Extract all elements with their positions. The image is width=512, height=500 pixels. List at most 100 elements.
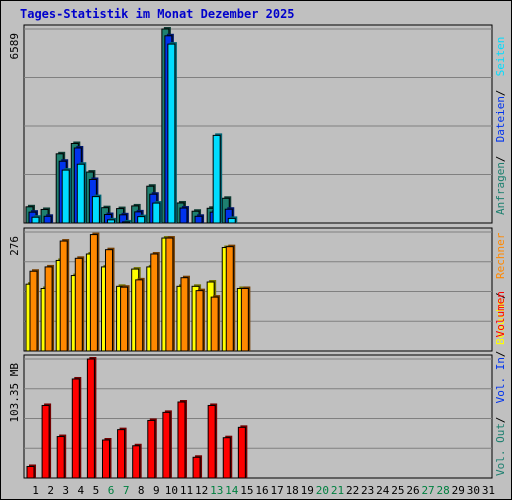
x-tick-label-day-9: 9	[153, 484, 160, 497]
bar-rechner-8	[135, 277, 145, 352]
bar-seiten-10-face	[167, 43, 176, 224]
x-tick-label-day-11: 11	[180, 484, 193, 497]
x-tick-label-day-6: 6	[108, 484, 115, 497]
x-tick-label-day-17: 17	[270, 484, 283, 497]
bar-volumen-9-face	[147, 419, 156, 479]
legend-item-vol-out: Vol. Out	[494, 423, 507, 476]
bar-volumen-2	[41, 403, 52, 479]
bar-seiten-5	[91, 194, 102, 224]
bar-rechner-3	[59, 239, 70, 352]
bar-volumen-10-face	[162, 411, 171, 479]
bar-rechner-5	[89, 232, 100, 352]
x-tick-label-day-27: 27	[421, 484, 434, 497]
legend-item-rechner: Rechner	[494, 232, 507, 279]
bar-seiten-1-face	[31, 216, 40, 224]
bar-dateien-2	[43, 214, 54, 224]
bar-volumen-1	[26, 464, 36, 479]
bar-rechner-10-face	[165, 237, 174, 352]
bar-rechner-15-face	[240, 287, 249, 352]
bar-volumen-8-face	[132, 445, 141, 479]
x-tick-label-day-20: 20	[316, 484, 329, 497]
bar-rechner-11	[180, 275, 190, 352]
bar-seiten-3	[61, 168, 72, 224]
bar-rechner-1	[29, 269, 39, 352]
bar-volumen-11-face	[177, 401, 186, 479]
bar-volumen-1-face	[26, 465, 35, 479]
x-tick-label-day-18: 18	[286, 484, 299, 497]
bar-rechner-11-face	[180, 277, 189, 352]
y-max-label-bottom: 103.35 MB	[8, 363, 21, 423]
gridlines-top	[24, 28, 492, 175]
bar-rechner-12	[195, 288, 206, 352]
plot-area-top	[23, 24, 493, 224]
bar-seiten-13	[212, 133, 223, 224]
x-tick-label-day-14: 14	[225, 484, 239, 497]
legend-middle: Besuche / Rechner	[494, 232, 507, 345]
legend-separator: /	[494, 156, 507, 163]
bar-rechner-9-face	[150, 253, 159, 352]
bar-rechner-6-face	[104, 249, 113, 352]
bar-seiten-14	[227, 216, 238, 224]
bar-seiten-8	[137, 214, 147, 224]
bar-volumen-6	[101, 438, 112, 479]
bar-seiten-9-face	[152, 202, 161, 224]
bar-rechner-7	[120, 285, 130, 352]
bar-volumen-11	[177, 400, 187, 479]
x-tick-label-day-15: 15	[240, 484, 253, 497]
bar-volumen-15	[237, 425, 248, 479]
bar-volumen-7-face	[117, 429, 126, 479]
bar-rechner-2-face	[44, 266, 53, 352]
legend-separator: /	[494, 90, 507, 97]
bar-rechner-14	[225, 244, 236, 352]
x-tick-label-day-26: 26	[406, 484, 419, 497]
legend-bottom: Vol. Out / Vol. In / Volumen	[494, 291, 507, 476]
bar-seiten-5-face	[91, 196, 100, 224]
x-tick-label-day-31: 31	[482, 484, 495, 497]
x-tick-label-day-24: 24	[376, 484, 390, 497]
bar-volumen-4-face	[71, 378, 80, 479]
bar-seiten-13-face	[212, 134, 221, 224]
bar-rechner-8-face	[135, 279, 144, 352]
legend-item-volumen: Volumen	[494, 291, 507, 337]
bar-dateien-2-face	[43, 215, 52, 224]
x-tick-label-day-3: 3	[62, 484, 69, 497]
x-tick-label-day-12: 12	[195, 484, 208, 497]
x-tick-label-day-22: 22	[346, 484, 359, 497]
bar-rechner-9	[150, 251, 160, 352]
x-tick-label-day-25: 25	[391, 484, 404, 497]
bar-dateien-12-face	[194, 215, 203, 224]
bar-dateien-11-face	[179, 207, 188, 224]
bar-rechner-1-face	[29, 270, 38, 352]
x-tick-label-day-1: 1	[32, 484, 39, 497]
bar-volumen-8	[132, 443, 142, 479]
bar-volumen-3	[56, 434, 67, 479]
bar-rechner-4-face	[74, 257, 83, 352]
bar-rechner-2	[44, 264, 55, 352]
bar-rechner-3-face	[59, 240, 68, 352]
bar-rechner-7-face	[120, 286, 129, 352]
x-tick-label-day-4: 4	[78, 484, 85, 497]
bar-seiten-4-face	[76, 163, 85, 224]
y-max-label-top: 6589	[8, 33, 21, 60]
legend-item-vol-in: Vol. In	[494, 357, 507, 403]
bar-volumen-14	[222, 435, 233, 479]
x-tick-label-day-19: 19	[301, 484, 314, 497]
bar-volumen-14-face	[222, 437, 231, 479]
bar-dateien-12	[194, 214, 205, 224]
bar-seiten-14-face	[227, 217, 236, 224]
bar-seiten-6	[106, 217, 117, 224]
bar-volumen-12	[192, 455, 203, 479]
x-tick-label-day-2: 2	[47, 484, 54, 497]
bar-volumen-9	[147, 418, 157, 479]
bar-volumen-5	[86, 357, 97, 479]
bar-rechner-15	[240, 286, 251, 352]
bar-volumen-4	[71, 376, 82, 479]
legend-top: Anfragen / Dateien / Seiten	[494, 37, 507, 215]
legend-item-seiten: Seiten	[494, 37, 507, 77]
x-tick-label-day-7: 7	[123, 484, 130, 497]
bar-rechner-14-face	[225, 246, 234, 352]
bar-seiten-3-face	[61, 169, 70, 224]
x-tick-label-day-23: 23	[361, 484, 374, 497]
x-tick-label-day-28: 28	[437, 484, 450, 497]
